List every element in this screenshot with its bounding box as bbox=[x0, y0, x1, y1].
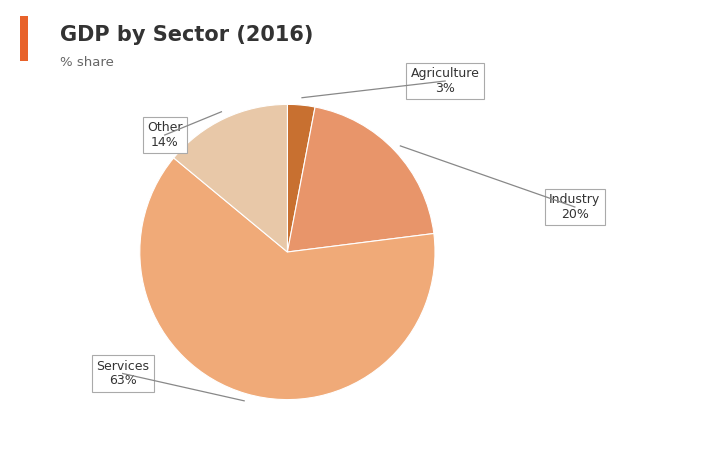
Wedge shape bbox=[174, 104, 287, 252]
Wedge shape bbox=[287, 104, 315, 252]
Text: Other
14%: Other 14% bbox=[147, 121, 182, 149]
Wedge shape bbox=[139, 158, 435, 400]
Text: GDP by Sector (2016): GDP by Sector (2016) bbox=[60, 25, 313, 45]
Text: Services
63%: Services 63% bbox=[96, 360, 149, 387]
Text: Industry
20%: Industry 20% bbox=[549, 193, 601, 221]
Wedge shape bbox=[287, 107, 434, 252]
Text: Agriculture
3%: Agriculture 3% bbox=[411, 67, 479, 95]
Text: % share: % share bbox=[60, 56, 114, 69]
